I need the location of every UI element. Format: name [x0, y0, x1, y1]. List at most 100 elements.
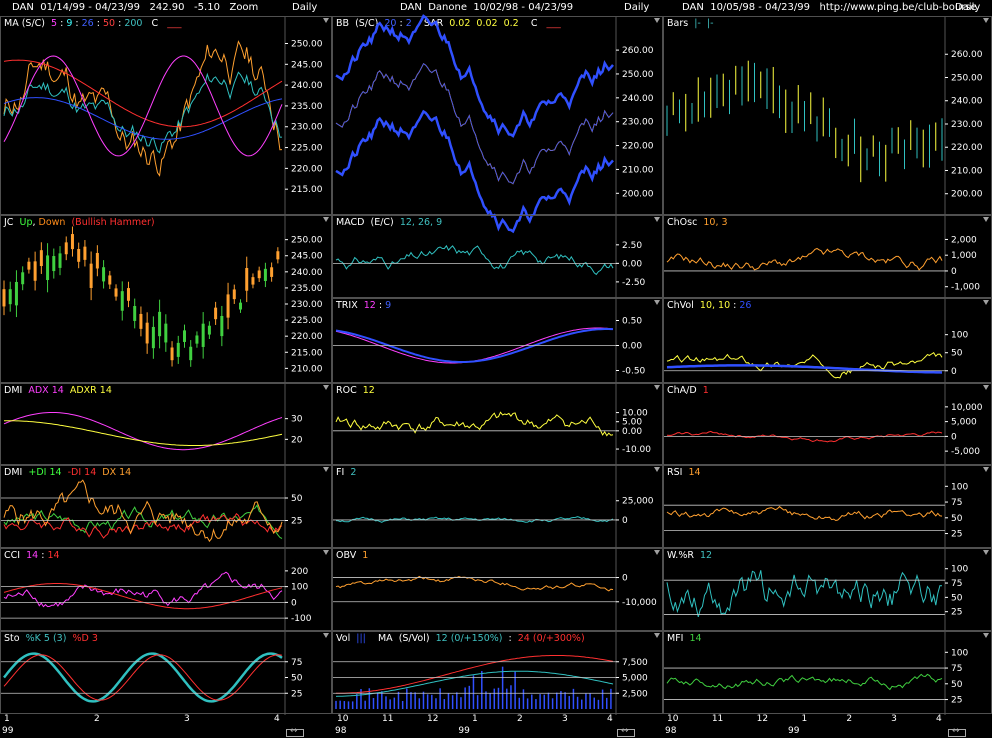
title-seg: BB (S/C) — [336, 18, 385, 29]
title-seg: 12 — [363, 300, 376, 311]
panel-chad[interactable]: ChA/D 1 10,000 5,000 0 -5,000 — [663, 383, 992, 466]
x-tick-label: 2 — [517, 714, 523, 724]
title-seg: 0.2 — [497, 18, 519, 29]
tick-label: 75 — [291, 658, 302, 668]
panel-menu-arrow-icon[interactable] — [654, 300, 660, 305]
tick-label: -1,000 — [951, 283, 980, 293]
panel-jc[interactable]: JC Up, Down (Bullish Hammer) 250.00 245.00… — [0, 215, 332, 384]
tick-label: 215.00 — [291, 185, 323, 195]
title-seg: ChVol — [667, 300, 700, 311]
panel-menu-arrow-icon[interactable] — [983, 385, 989, 390]
panel-rsi[interactable]: RSI 14 100 75 50 25 — [663, 465, 992, 549]
tick-label: 240.00 — [951, 97, 983, 107]
plot-ma: 250.00 245.00 240.00 235.00 230.00 225.00 220.… — [3, 17, 323, 216]
series-line — [3, 71, 283, 154]
title-seg: 9 — [66, 18, 73, 29]
x-year-label: 98 — [335, 726, 347, 736]
panel-vol[interactable]: Vol ||| MA (S/Vol) 12 (0/+150%) : 24 (0/… — [332, 631, 663, 715]
title-seg: 26 — [739, 300, 752, 311]
tick-label: 50 — [951, 514, 963, 524]
series-line — [335, 109, 614, 234]
tick-label: 25 — [291, 689, 302, 699]
title-seg: : — [502, 633, 518, 644]
series-line — [335, 244, 614, 276]
title-seg: 9 — [385, 300, 392, 311]
title-seg: Up — [19, 217, 33, 228]
tick-label: 2,500 — [622, 689, 648, 699]
panel-menu-arrow-icon[interactable] — [323, 385, 329, 390]
panel-menu-arrow-icon[interactable] — [983, 217, 989, 222]
series-line — [3, 420, 283, 446]
panel-chvol[interactable]: ChVol 10, 10 : 26 100 50 0 — [663, 298, 992, 384]
series-line — [666, 364, 943, 374]
left-scroll-button[interactable] — [286, 726, 304, 737]
panel-menu-arrow-icon[interactable] — [654, 467, 660, 472]
series-line — [3, 97, 283, 140]
tick-label: 100 — [951, 482, 968, 492]
plot-wr: 100 75 50 25 — [664, 549, 968, 632]
title-seg: Vol — [336, 633, 357, 644]
panel-menu-arrow-icon[interactable] — [654, 385, 660, 390]
panel-menu-arrow-icon[interactable] — [323, 467, 329, 472]
x-tick-label: 10 — [337, 714, 349, 724]
panel-dmi1[interactable]: DMI ADX 14 ADXR 14 30 20 — [0, 383, 332, 466]
tick-label: 245.00 — [291, 60, 323, 70]
x-year-label: 98 — [665, 726, 677, 736]
right-daily-selector[interactable]: Daily — [955, 2, 981, 13]
tick-label: 0 — [622, 574, 628, 584]
title-seg: : — [115, 18, 125, 29]
panel-trix[interactable]: TRIX 12 : 9 0.50 0.00 -0.50 — [332, 298, 663, 384]
panel-bb[interactable]: BB (S/C) 20 : 2 SAR 0.02 0.02 0.2 C ___ 2… — [332, 14, 663, 234]
panel-ma[interactable]: MA (S/C) 5 : 9 : 26 : 50 : 200 C ___ 250.… — [0, 16, 332, 216]
panel-menu-arrow-icon[interactable] — [323, 550, 329, 555]
title-seg: : — [730, 300, 740, 311]
panel-menu-arrow-icon[interactable] — [983, 633, 989, 638]
panel-chosc[interactable]: ChOsc 10, 3 2,000 1,000 0 -1,000 — [663, 215, 992, 299]
x-tick-label: 10 — [667, 714, 679, 724]
panel-menu-arrow-icon[interactable] — [323, 18, 329, 23]
tick-label: 235.00 — [291, 284, 323, 294]
panel-menu-arrow-icon[interactable] — [323, 633, 329, 638]
panel-macd[interactable]: MACD (E/C) 12, 26, 9 2.50 0.00 -2.50 — [332, 215, 663, 299]
title-seg: 14 — [26, 550, 39, 561]
panel-menu-arrow-icon[interactable] — [323, 217, 329, 222]
title-seg: CCI — [4, 550, 27, 561]
tick-label: 245.00 — [291, 252, 323, 262]
mid-scroll-button[interactable] — [617, 726, 635, 737]
panel-menu-arrow-icon[interactable] — [654, 550, 660, 555]
panel-menu-arrow-icon[interactable] — [654, 633, 660, 638]
tick-label: 100 — [951, 648, 968, 658]
tick-label: 0 — [291, 598, 297, 608]
panel-wr[interactable]: W.%R 12 100 75 50 25 — [663, 548, 992, 632]
panel-bars[interactable]: Bars |- |- 260.00 250.00 240.00 230.00 220.00… — [663, 16, 992, 216]
panel-fi[interactable]: FI 2 25,000 0 — [332, 465, 663, 549]
panel-menu-arrow-icon[interactable] — [983, 300, 989, 305]
tick-label: 200 — [291, 567, 308, 577]
right-scroll-button[interactable] — [948, 726, 966, 737]
tick-label: 25 — [951, 696, 962, 706]
panel-sto[interactable]: Sto %K 5 (3) %D 3 75 50 25 — [0, 631, 332, 715]
tick-label: 0.00 — [622, 342, 642, 352]
panel-menu-arrow-icon[interactable] — [983, 18, 989, 23]
panel-roc[interactable]: ROC 12 10.00 5.00 0.00 -10.00 — [332, 383, 663, 466]
mid-daily-selector[interactable]: Daily — [624, 2, 650, 13]
plot-roc: 10.005.000.00 -10.00 — [333, 384, 651, 466]
panel-title-fi: FI 2 — [336, 467, 356, 478]
tick-label: -0.50 — [622, 367, 646, 377]
title-seg: %K 5 (3) — [25, 633, 67, 644]
series-line — [3, 59, 283, 128]
x-tick-label: 1 — [801, 714, 808, 724]
title-seg: C — [142, 18, 168, 29]
panel-menu-arrow-icon[interactable] — [983, 550, 989, 555]
panel-dmi2[interactable]: DMI +DI 14 -DI 14 DX 14 50 25 — [0, 465, 332, 549]
x-tick-label: 2 — [94, 714, 100, 724]
tick-label: 220.00 — [951, 143, 983, 153]
panel-mfi[interactable]: MFI 14 100 75 50 25 — [663, 631, 992, 715]
panel-oby[interactable]: OBV 1 0 -10,000 — [332, 548, 663, 632]
panel-cci[interactable]: CCI 14 : 14 200 100 0 -100 — [0, 548, 332, 632]
panel-menu-arrow-icon[interactable] — [983, 467, 989, 472]
title-seg: 10, 10 — [699, 300, 731, 311]
panel-menu-arrow-icon[interactable] — [654, 18, 660, 23]
left-daily-selector[interactable]: Daily — [292, 2, 318, 13]
panel-menu-arrow-icon[interactable] — [654, 217, 660, 222]
